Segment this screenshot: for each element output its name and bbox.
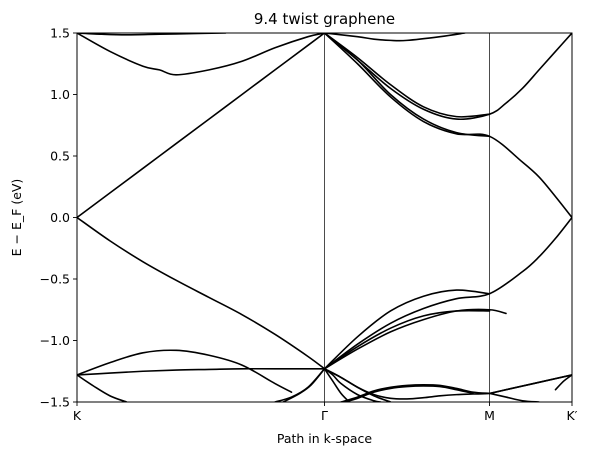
band-line-4	[323, 33, 572, 121]
band-line-5	[323, 33, 491, 118]
band-line-20	[554, 374, 572, 391]
band-line-24	[323, 367, 392, 402]
y-tick-label: 1.5	[50, 26, 70, 41]
band-line-0	[77, 33, 326, 219]
y-tick-label: −1.5	[40, 395, 70, 410]
y-axis-label: E − E_F (eV)	[9, 179, 24, 257]
x-tick-label: Γ	[321, 408, 328, 423]
band-line-8	[323, 33, 466, 42]
band-line-23	[323, 367, 382, 402]
x-tick-label: K	[73, 408, 82, 423]
band-line-12	[323, 309, 491, 370]
y-tick-label: −0.5	[40, 272, 70, 287]
band-line-26	[282, 367, 326, 402]
band-line-3	[77, 33, 227, 36]
band-line-9	[323, 289, 491, 370]
band-line-10	[323, 216, 572, 370]
band-line-18	[488, 374, 572, 395]
chart-title: 9.4 twist graphene	[254, 10, 395, 28]
band-line-7	[323, 33, 491, 138]
band-line-1	[77, 216, 326, 370]
band-line-21	[77, 374, 128, 402]
band-line-22	[323, 367, 351, 402]
x-axis-label: Path in k-space	[277, 431, 373, 446]
band-line-16	[340, 383, 491, 402]
band-line-25	[274, 367, 326, 402]
band-line-2	[77, 33, 326, 76]
y-axis-ticks: −1.5 −1.0 −0.5 0.0 0.5 1.0 1.5	[40, 26, 77, 410]
x-tick-label: M	[484, 408, 495, 423]
x-tick-label: K′	[566, 408, 577, 423]
x-axis-ticks: K Γ M K′	[73, 402, 578, 423]
band-line-19	[488, 392, 540, 402]
y-tick-label: 1.0	[50, 87, 70, 102]
band-line-13	[77, 367, 326, 376]
high-symmetry-lines	[324, 33, 490, 402]
y-tick-label: 0.5	[50, 149, 70, 164]
y-tick-label: 0.0	[50, 210, 70, 225]
y-tick-label: −1.0	[40, 333, 70, 348]
band-line-14	[77, 349, 293, 393]
band-line-11	[323, 308, 507, 370]
band-line-6	[323, 33, 572, 219]
band-lines	[77, 33, 572, 402]
